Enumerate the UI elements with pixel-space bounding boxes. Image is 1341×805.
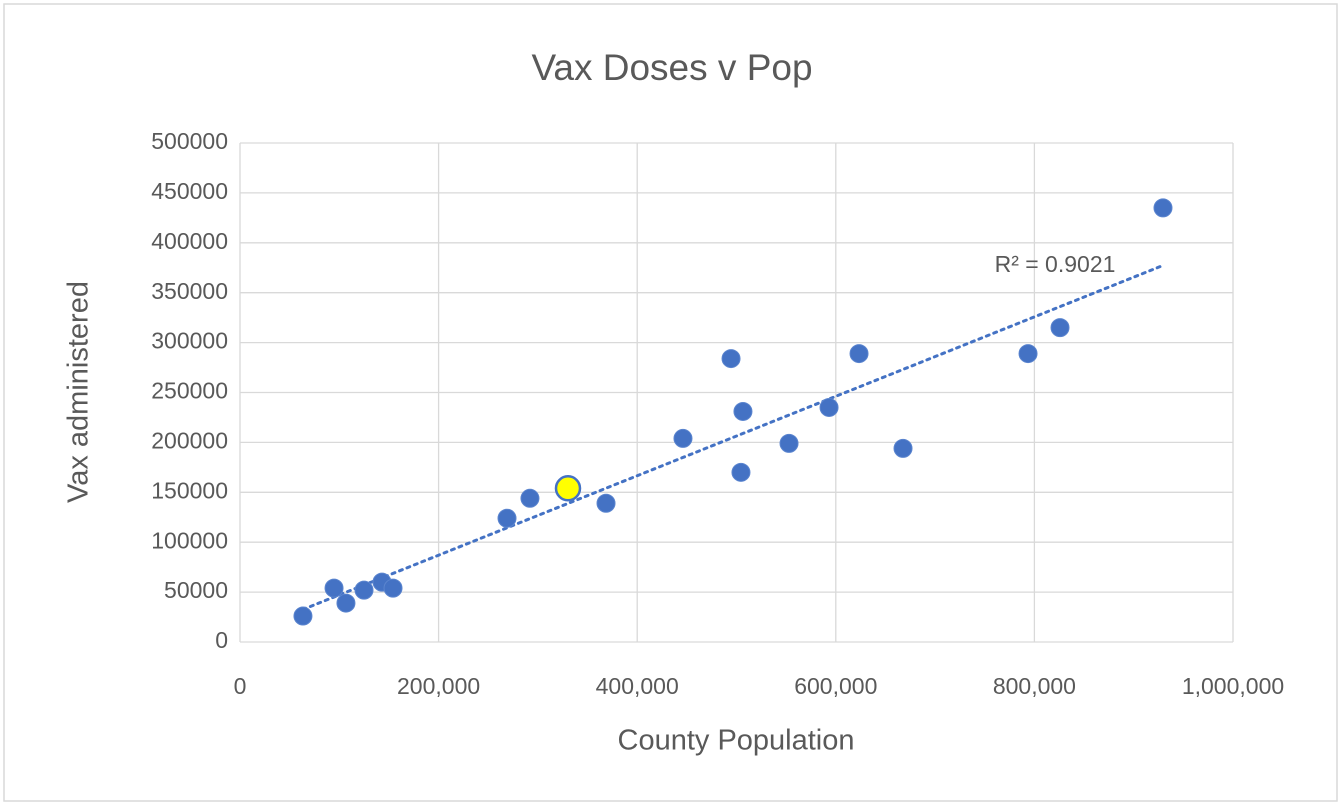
y-tick-label: 250000 xyxy=(151,378,228,404)
data-point xyxy=(596,493,616,513)
chart-frame xyxy=(3,3,1338,802)
y-tick-label: 50000 xyxy=(164,577,228,603)
y-tick-label: 150000 xyxy=(151,477,228,503)
x-tick-label: 1,000,000 xyxy=(1182,673,1284,699)
data-point xyxy=(324,578,344,598)
data-point xyxy=(779,433,799,453)
y-tick-label: 0 xyxy=(215,627,228,653)
data-point xyxy=(731,462,751,482)
data-point xyxy=(673,428,693,448)
y-axis-title: Vax administered xyxy=(63,281,95,503)
y-tick-label: 450000 xyxy=(151,178,228,204)
x-tick-label: 200,000 xyxy=(397,673,480,699)
y-tick-label: 400000 xyxy=(151,228,228,254)
data-point xyxy=(893,438,913,458)
trendline-label: R² = 0.9021 xyxy=(995,251,1116,277)
y-tick-label: 350000 xyxy=(151,278,228,304)
x-tick-label: 400,000 xyxy=(596,673,679,699)
data-point xyxy=(849,344,869,364)
x-axis-title: County Population xyxy=(618,725,855,757)
data-point xyxy=(1153,198,1173,218)
data-point xyxy=(520,488,540,508)
data-point xyxy=(721,349,741,369)
x-tick-label: 600,000 xyxy=(794,673,877,699)
trendline xyxy=(301,263,1165,611)
highlighted-point xyxy=(554,475,582,502)
y-tick-label: 500000 xyxy=(151,128,228,154)
x-tick-label: 0 xyxy=(234,673,247,699)
x-tick-label: 800,000 xyxy=(993,673,1076,699)
y-tick-label: 300000 xyxy=(151,328,228,354)
data-point xyxy=(354,580,374,600)
data-point xyxy=(293,606,313,626)
data-point xyxy=(383,578,403,598)
data-point xyxy=(336,593,356,613)
data-point xyxy=(733,401,753,421)
chart-title: Vax Doses v Pop xyxy=(531,47,812,88)
data-point xyxy=(819,397,839,417)
data-point xyxy=(1018,344,1038,364)
data-point xyxy=(1050,318,1070,338)
y-tick-label: 100000 xyxy=(151,527,228,553)
y-tick-label: 200000 xyxy=(151,427,228,453)
data-point xyxy=(497,508,517,528)
